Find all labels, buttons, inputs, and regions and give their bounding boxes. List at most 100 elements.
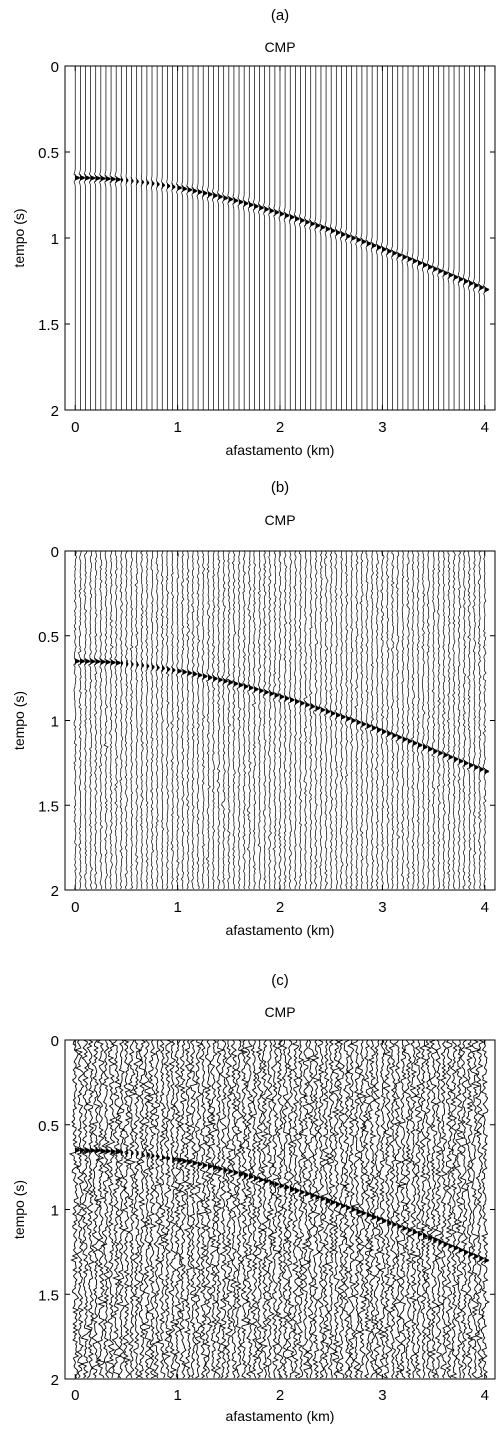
trace-16 [151,66,154,410]
y-tick-label: 0.5 [38,1118,59,1135]
event-lobe [202,673,208,680]
event-lobe [310,703,315,710]
event-lobe [417,259,423,267]
y-tick-label: 0.5 [38,629,59,646]
event-lobe [259,687,264,694]
trace-13 [131,1040,144,1379]
panel-label: (c) [271,972,289,989]
event-lobe [423,1232,429,1241]
event-lobe [448,271,454,279]
trace-27 [202,1040,215,1379]
trace-80 [477,551,483,890]
trace-28 [211,551,217,890]
event-lobe [469,280,474,287]
event-lobe [172,1155,176,1163]
trace-16 [150,551,155,890]
event-lobe [274,692,280,699]
trace-19 [165,551,171,890]
event-lobe [269,207,275,214]
event-lobe [90,658,96,665]
trace-21 [176,66,181,410]
x-tick-label: 4 [481,899,489,916]
trace-41 [278,66,284,410]
event-lobe [484,286,490,293]
event-lobe [100,658,106,665]
event-lobe [433,1236,439,1244]
y-tick-label: 1 [51,231,59,248]
trace-6 [99,66,105,410]
trace-12 [129,551,134,890]
trace-33 [237,66,243,410]
event-lobe [177,184,183,192]
event-lobe [382,728,387,735]
x-axis-label: afastamento (km) [226,922,335,938]
trace-9 [114,66,120,410]
trace-44 [290,1040,301,1379]
trace-50 [320,1040,332,1379]
trace-37 [257,66,263,410]
event-lobe [295,698,300,705]
trace-44 [293,551,299,889]
trace-75 [452,551,457,890]
trace-59 [370,66,376,410]
y-tick-label: 1.5 [38,1287,59,1304]
event-lobe [356,1208,362,1215]
event-lobe [295,215,300,222]
y-axis-label: tempo (s) [11,691,27,750]
trace-21 [173,1040,184,1379]
event-lobe [325,708,331,715]
trace-71 [431,551,437,890]
event-lobe [366,722,372,730]
trace-81 [483,66,488,410]
trace-34 [242,66,247,410]
event-lobe [131,177,134,185]
event-lobe [161,1154,165,1161]
trace-5 [90,1040,102,1379]
trace-68 [416,551,422,890]
event-lobe [90,174,96,183]
event-lobe [182,668,188,676]
event-lobe [213,192,218,199]
trace-18 [160,551,165,890]
event-lobe [423,743,429,752]
event-lobe [315,705,321,712]
event-lobe [289,213,295,221]
trace-64 [396,66,401,410]
event-lobe [202,189,208,197]
event-lobe [197,188,203,196]
y-tick-label: 0 [51,1033,59,1050]
trace-34 [242,551,248,890]
event-lobe [279,210,285,218]
event-lobe [218,1165,224,1172]
trace-62 [386,66,391,410]
event-lobe [387,248,393,255]
y-axis-label: tempo (s) [11,1180,27,1239]
x-tick-label: 2 [276,1387,284,1404]
event-lobe [392,732,397,739]
event-lobe [105,175,111,182]
trace-42 [283,551,288,890]
event-lobe [438,1238,444,1246]
trace-23 [186,66,191,410]
trace-46 [304,66,309,410]
event-lobe [90,1147,96,1154]
event-lobe [126,660,129,667]
y-tick-label: 1 [51,714,59,731]
trace-62 [382,1040,393,1379]
event-lobe [187,669,193,677]
trace-33 [234,1040,245,1379]
event-lobe [474,282,479,289]
event-lobe [238,681,244,689]
event-lobe [218,676,224,683]
event-lobe [161,181,166,189]
event-lobe [156,664,160,671]
event-lobe [121,660,124,667]
event-lobe [361,1209,367,1217]
event-lobe [274,1181,280,1188]
trace-12 [125,1040,138,1379]
x-tick-label: 0 [71,419,79,436]
event-lobe [238,198,244,206]
event-lobe [351,234,357,242]
